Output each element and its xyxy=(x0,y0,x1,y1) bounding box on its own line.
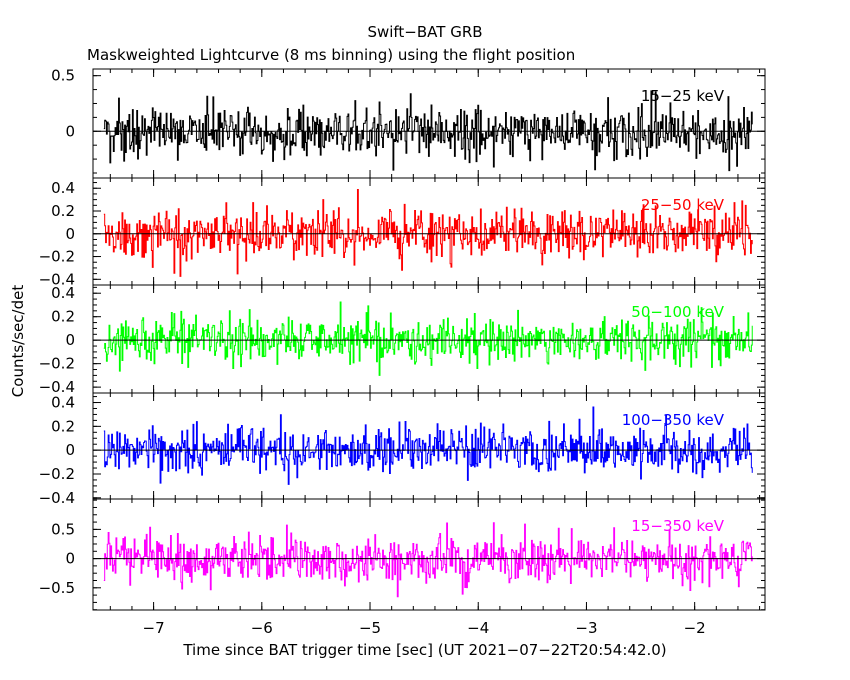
panel-3: 0.4 0.2 0 −0.2 −0.4 50−100 keV xyxy=(39,284,766,396)
band-label: 100−350 keV xyxy=(622,411,725,429)
y-tick-label: 0.2 xyxy=(51,417,75,435)
y-tick-label: 0 xyxy=(65,122,75,140)
panel-5: 0.5 0 −0.5 15−350 keV xyxy=(39,498,766,611)
y-tick-label: −0.4 xyxy=(39,489,75,507)
y-tick-label: 0.5 xyxy=(51,67,75,85)
series-line xyxy=(103,90,753,172)
series-line xyxy=(103,189,753,277)
y-tick-label: −0.2 xyxy=(39,248,75,266)
series-line xyxy=(103,406,753,485)
band-label: 15−25 keV xyxy=(641,87,725,105)
series-line xyxy=(103,301,753,376)
series-line xyxy=(103,522,753,598)
y-axis-label: Counts/sec/det xyxy=(9,285,27,398)
x-tick-label: −7 xyxy=(143,619,165,637)
y-tick-label: −0.4 xyxy=(39,270,75,288)
y-tick-label: −0.2 xyxy=(39,355,75,373)
y-tick-label: 0.4 xyxy=(51,284,75,302)
panel-frame xyxy=(92,498,766,611)
band-label: 15−350 keV xyxy=(631,517,724,535)
y-tick-label: −0.2 xyxy=(39,465,75,483)
band-label: 50−100 keV xyxy=(631,303,724,321)
x-tick-label: −6 xyxy=(251,619,273,637)
y-tick-label: −0.4 xyxy=(39,378,75,396)
x-tick-label: −3 xyxy=(575,619,597,637)
chart-title: Swift−BAT GRB xyxy=(367,23,482,41)
chart-subtitle: Maskweighted Lightcurve (8 ms binning) u… xyxy=(87,46,575,64)
y-tick-label: 0.5 xyxy=(51,520,75,538)
x-tick-label: −4 xyxy=(467,619,489,637)
x-tick-label: −5 xyxy=(359,619,381,637)
panel-4: 0.4 0.2 0 −0.2 −0.4 100−350 keV xyxy=(39,392,766,507)
panel-1: 0.5 0 15−25 keV xyxy=(51,67,766,179)
x-axis-label: Time since BAT trigger time [sec] (UT 20… xyxy=(182,641,666,659)
y-tick-label: 0 xyxy=(65,441,75,459)
y-tick-label: 0 xyxy=(65,331,75,349)
y-tick-label: 0.4 xyxy=(51,179,75,197)
y-tick-label: 0.2 xyxy=(51,202,75,220)
y-tick-label: 0 xyxy=(65,225,75,243)
y-tick-label: 0.4 xyxy=(51,394,75,412)
band-label: 25−50 keV xyxy=(641,196,725,214)
x-tick-label: −2 xyxy=(684,619,706,637)
y-tick-label: 0.2 xyxy=(51,308,75,326)
panel-2: 0.4 0.2 0 −0.2 −0.4 25−50 keV xyxy=(39,177,766,288)
y-tick-label: 0 xyxy=(65,550,75,568)
y-tick-label: −0.5 xyxy=(39,579,75,597)
